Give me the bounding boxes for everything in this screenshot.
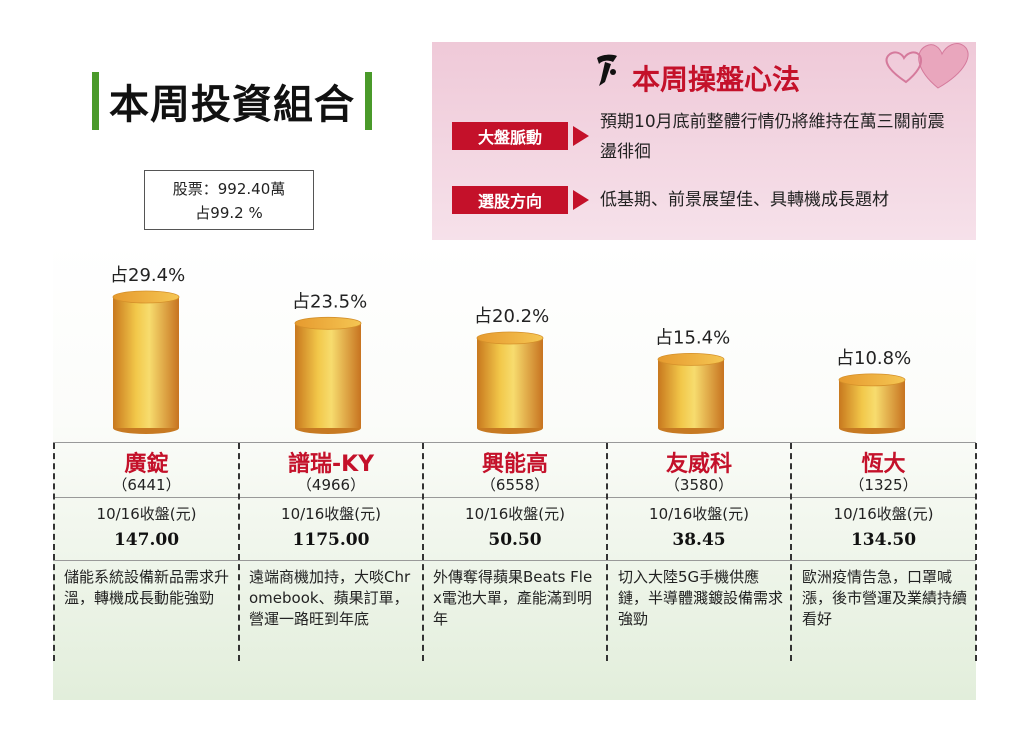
close-price: 1175.00 (292, 530, 370, 550)
stock-code: （1325） (849, 476, 918, 494)
table-mid-line (53, 497, 976, 498)
summary-stock-amount: 股票：992.40萬 (172, 180, 286, 198)
title-left-bar (92, 72, 99, 130)
col-divider (975, 443, 977, 661)
col-divider (606, 443, 608, 661)
bar-廣錠: 占29.4% (110, 265, 185, 434)
value-label: 占10.8% (836, 348, 911, 369)
bar-body (295, 323, 361, 428)
stock-name: 恆大 (861, 452, 906, 477)
stock-name: 友威科 (665, 452, 732, 477)
bar-譜瑞-KY: 占23.5% (292, 291, 367, 434)
col-divider (422, 443, 424, 661)
bar-top (838, 373, 906, 387)
portfolio-panel (53, 240, 976, 700)
stock-pick-tag: 選股方向 (452, 186, 568, 214)
trader-logo-icon (593, 52, 619, 96)
table-top-line (53, 442, 976, 443)
pick-arrow-icon (573, 190, 589, 210)
hearts-icon (885, 43, 969, 89)
price-label: 10/16收盤(元) (465, 505, 565, 523)
stock-name: 譜瑞-KY (287, 452, 375, 477)
col-divider (238, 443, 240, 661)
bar-body (477, 337, 543, 428)
close-price: 147.00 (113, 530, 180, 550)
price-label: 10/16收盤(元) (649, 505, 749, 523)
value-label: 占29.4% (110, 265, 185, 286)
bar-body (839, 379, 905, 428)
bar-top (294, 316, 362, 330)
market-trend-text: 預期10月底前整體行情仍將維持在萬三關前震盪徘徊 (600, 112, 945, 162)
stock-code: （6558） (480, 476, 550, 494)
bar-top (657, 352, 725, 366)
col-divider (53, 443, 55, 661)
value-label: 占15.4% (655, 327, 730, 348)
page-title: 本周投資組合 (109, 82, 355, 128)
stock-name: 廣錠 (124, 452, 169, 477)
stock-description: 歐洲疫情告急，口罩喊漲，後市營運及業績持續看好 (802, 568, 968, 628)
col-divider (790, 443, 792, 661)
stock-name: 興能高 (481, 452, 548, 477)
bar-top (112, 290, 180, 304)
stock-description: 外傳奪得蘋果Beats Flex電池大單，產能滿到明年 (433, 568, 593, 628)
bar-body (113, 297, 179, 428)
stock-code: （4966） (296, 476, 366, 494)
bar-興能高: 占20.2% (474, 306, 549, 434)
stock-pick-text: 低基期、前景展望佳、具轉機成長題材 (600, 190, 889, 210)
close-price: 50.50 (488, 530, 542, 550)
bar-恆大: 占10.8% (836, 348, 911, 434)
price-label: 10/16收盤(元) (281, 505, 381, 523)
close-price: 134.50 (850, 530, 917, 550)
stock-code: （6441） (112, 476, 181, 494)
page-title-block: 本周投資組合 (92, 70, 372, 132)
bar-body (658, 359, 724, 428)
title-right-bar (365, 72, 372, 130)
value-label: 占23.5% (292, 291, 367, 312)
market-trend-tag: 大盤脈動 (452, 122, 568, 150)
tips-title: 本周操盤心法 (632, 63, 801, 96)
bar-top (476, 331, 544, 345)
price-label: 10/16收盤(元) (833, 505, 934, 523)
price-label: 10/16收盤(元) (96, 505, 197, 523)
value-label: 占20.2% (474, 306, 549, 327)
stock-description: 切入大陸5G手機供應鏈，半導體濺鍍設備需求強勁 (618, 568, 784, 628)
stock-description: 遠端商機加持，大啖Chromebook、蘋果訂單，營運一路旺到年底 (249, 568, 411, 628)
close-price: 38.45 (672, 530, 726, 550)
summary-stock-ratio: 占99.2 % (195, 204, 263, 222)
stock-description: 儲能系統設備新品需求升溫，轉機成長動能強勁 (64, 568, 230, 607)
bar-友威科: 占15.4% (655, 327, 730, 434)
table-desc-line (53, 560, 976, 561)
market-arrow-icon (573, 126, 589, 146)
stock-code: （3580） (664, 476, 734, 494)
portfolio-summary-box: 股票：992.40萬 占99.2 % (144, 170, 314, 230)
